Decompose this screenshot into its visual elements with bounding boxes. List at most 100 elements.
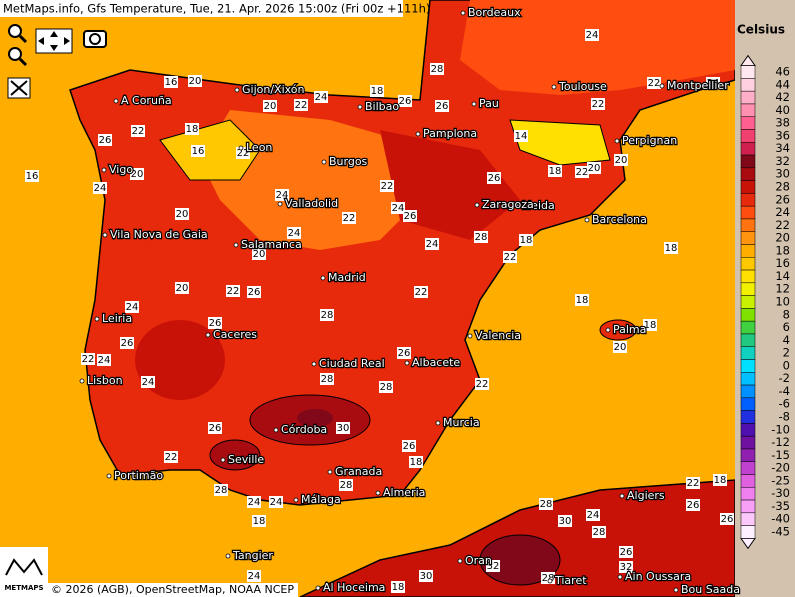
city-label: Zaragoza bbox=[482, 198, 534, 211]
contour-label: 26 bbox=[398, 348, 411, 359]
contour-label: 28 bbox=[540, 499, 553, 510]
city-dot bbox=[101, 167, 107, 173]
contour-label-box bbox=[175, 208, 189, 220]
credit: © 2026 (AGB), OpenStreetMap, NOAA NCEP bbox=[51, 583, 294, 596]
legend-label: 4 bbox=[783, 333, 790, 347]
contour-label: 26 bbox=[209, 423, 222, 434]
contour-label: 28 bbox=[593, 527, 606, 538]
city-dot bbox=[315, 585, 321, 591]
legend-swatch bbox=[740, 244, 756, 258]
city-label: Caceres bbox=[213, 328, 257, 341]
city-label: Toulouse bbox=[558, 80, 607, 93]
city-dot bbox=[320, 275, 326, 281]
city-dot bbox=[551, 84, 557, 90]
contour-label: 26 bbox=[99, 135, 112, 146]
contour-label: 24 bbox=[94, 183, 107, 194]
contour-label-box bbox=[294, 99, 308, 111]
contour-label-box bbox=[188, 75, 202, 87]
contour-label-box bbox=[275, 189, 289, 201]
contour-label: 20 bbox=[614, 342, 627, 353]
city-label: Tiaret bbox=[554, 574, 587, 587]
city-dot bbox=[293, 497, 299, 503]
contour-label-box bbox=[164, 76, 178, 88]
city-dot bbox=[673, 587, 679, 593]
contour-label-box bbox=[514, 130, 528, 142]
contour-label: 18 bbox=[253, 516, 266, 527]
contour-label: 24 bbox=[587, 510, 600, 521]
city-label: Almeria bbox=[383, 486, 425, 499]
legend-swatch bbox=[740, 474, 756, 488]
city-label: Bordeaux bbox=[468, 6, 521, 19]
contour-label-box bbox=[185, 123, 199, 135]
contour-label-box bbox=[558, 515, 572, 527]
contour-label: 22 bbox=[237, 148, 250, 159]
contour-label-box bbox=[474, 231, 488, 243]
contour-label-box bbox=[486, 560, 500, 572]
contour-label-box bbox=[575, 294, 589, 306]
contour-label-box bbox=[586, 509, 600, 521]
city-label: Valencia bbox=[475, 329, 521, 342]
contour-label-box bbox=[425, 238, 439, 250]
contour-label-box bbox=[686, 499, 700, 511]
city-label: Bou Saada bbox=[681, 583, 740, 596]
credit-box bbox=[48, 583, 298, 597]
city-label: Ain Oussara bbox=[625, 570, 691, 583]
legend-swatch bbox=[740, 487, 756, 501]
legend-label: -10 bbox=[771, 422, 790, 436]
contour-label: 28 bbox=[215, 485, 228, 496]
contour-label: 18 bbox=[392, 582, 405, 593]
legend-label: -25 bbox=[771, 473, 790, 487]
city-dot bbox=[327, 469, 333, 475]
zoom-out[interactable] bbox=[8, 47, 28, 67]
legend-swatch bbox=[740, 320, 756, 335]
contour-label: 16 bbox=[165, 77, 178, 88]
contour-label: 22 bbox=[592, 99, 605, 110]
city-dot bbox=[415, 131, 421, 137]
pan-control[interactable] bbox=[35, 28, 73, 54]
screenshot-button[interactable] bbox=[83, 30, 107, 48]
contour-label-box bbox=[252, 515, 266, 527]
city-dot bbox=[514, 203, 520, 209]
contour-label: 26 bbox=[488, 173, 501, 184]
city-label: Vila Nova de Gaia bbox=[110, 228, 208, 241]
contour-label-box bbox=[320, 373, 334, 385]
legend-swatch bbox=[740, 142, 756, 156]
contour-label-box bbox=[175, 282, 189, 294]
contour-label: 24 bbox=[270, 497, 283, 508]
city-label: Vigo bbox=[109, 163, 133, 176]
contour-label-box bbox=[141, 376, 155, 388]
legend-label: 2 bbox=[783, 346, 790, 360]
contour-label-box bbox=[214, 484, 228, 496]
contour-label: 22 bbox=[476, 379, 489, 390]
legend-swatch bbox=[740, 90, 756, 105]
legend-label: 36 bbox=[775, 128, 790, 142]
city-label: Salamanca bbox=[241, 238, 302, 251]
zoom-in[interactable] bbox=[8, 24, 28, 44]
contour-label: 28 bbox=[321, 374, 334, 385]
contour-label: 28 bbox=[475, 232, 488, 243]
contour-label: 26 bbox=[399, 96, 412, 107]
legend-swatch bbox=[740, 410, 756, 424]
contour-label: 26 bbox=[687, 500, 700, 511]
contour-label: 28 bbox=[380, 382, 393, 393]
contour-label-box bbox=[164, 451, 178, 463]
legend-swatch bbox=[740, 499, 756, 514]
city-label: Burgos bbox=[329, 155, 368, 168]
legend-label: 30 bbox=[775, 167, 790, 181]
legend-label: 32 bbox=[775, 154, 790, 168]
contour-label: 16 bbox=[26, 171, 39, 182]
contour-label: 30 bbox=[420, 571, 433, 582]
city-label: Córdoba bbox=[281, 423, 327, 436]
fullscreen-button[interactable] bbox=[7, 77, 31, 99]
legend-label: -6 bbox=[779, 397, 790, 411]
contour-label: 22 bbox=[82, 354, 95, 365]
contour-label: 24 bbox=[126, 302, 139, 313]
legend-label: -8 bbox=[779, 410, 790, 424]
city-label: Pamplona bbox=[423, 127, 477, 140]
legend-label: -12 bbox=[771, 435, 790, 449]
contour-label-box bbox=[98, 134, 112, 146]
legend-swatch bbox=[740, 512, 756, 526]
contour-label: 24 bbox=[248, 571, 261, 582]
contour-label-box bbox=[130, 168, 144, 180]
